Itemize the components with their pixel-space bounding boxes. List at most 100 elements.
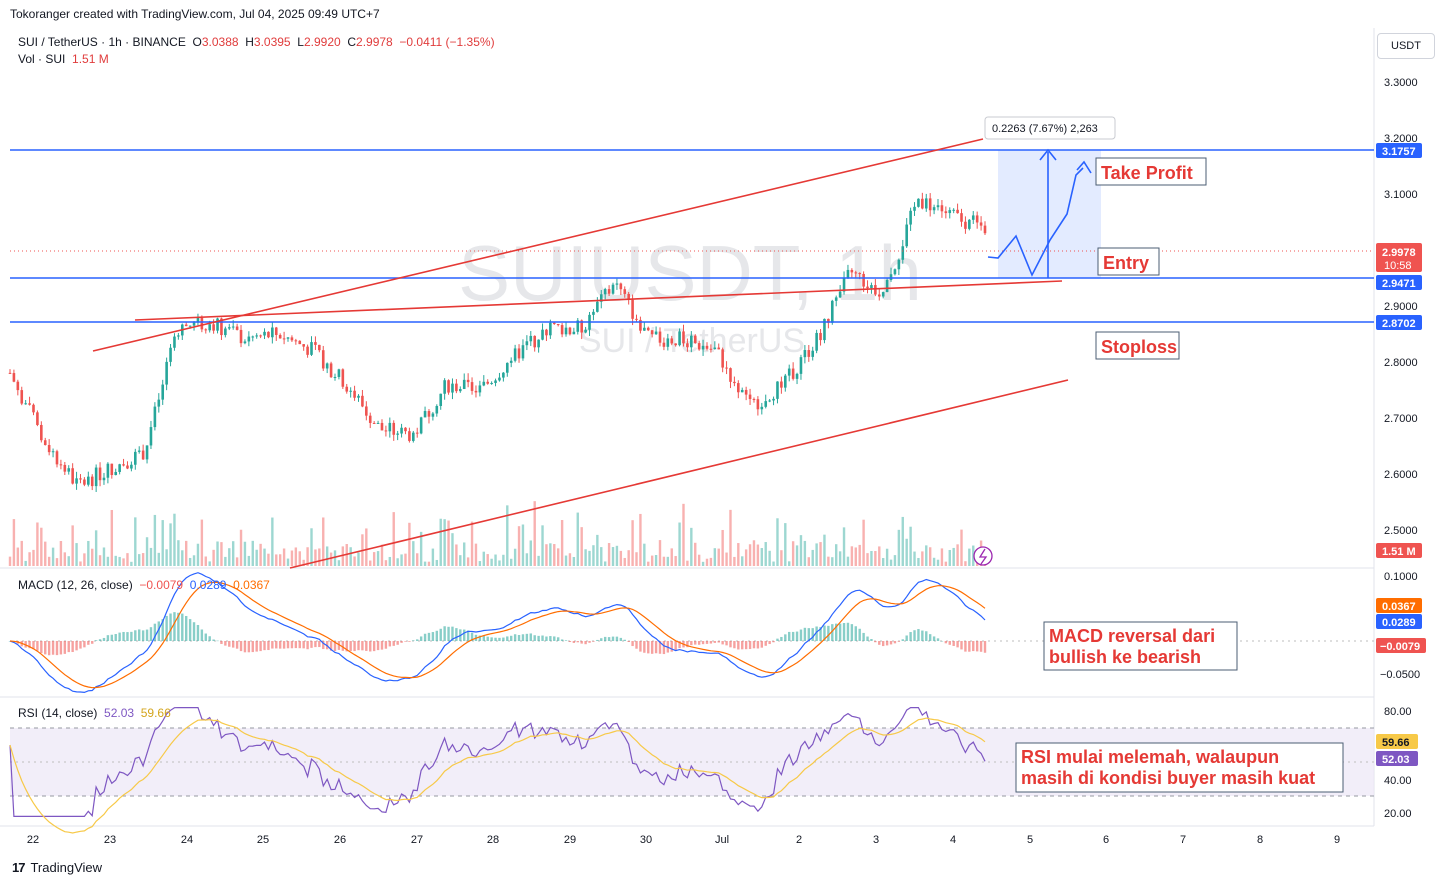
macd-histogram-bar: [940, 640, 944, 642]
volume-bar: [380, 544, 384, 566]
candle: [278, 334, 282, 339]
candle: [572, 331, 576, 335]
macd-histogram-bar: [717, 641, 720, 643]
candle: [952, 209, 955, 211]
volume-bar: [510, 558, 513, 566]
close-label: C: [347, 35, 357, 49]
candle: [631, 299, 634, 319]
candle: [447, 380, 450, 393]
candle: [842, 278, 846, 292]
volume-bar: [697, 554, 701, 566]
volume-bar: [337, 560, 341, 566]
volume-bar: [838, 551, 842, 566]
candle: [909, 210, 912, 225]
current-price-tag: [1376, 243, 1422, 272]
volume-bar: [741, 556, 744, 566]
volume-bar: [940, 548, 944, 566]
volume-bar: [357, 552, 360, 566]
volume-bar: [560, 520, 564, 566]
volume-bar: [294, 547, 298, 566]
symbol-name[interactable]: SUI / TetherUS · 1h · BINANCE: [18, 35, 186, 49]
macd-histogram-bar: [815, 626, 818, 641]
candle: [623, 289, 627, 294]
macd-histogram-bar: [118, 632, 121, 641]
volume-bar: [138, 554, 141, 566]
volume-bar: [498, 560, 501, 566]
macd-histogram-bar: [325, 641, 329, 650]
change-value: −0.0411 (−1.35%): [399, 35, 495, 49]
macd-histogram-bar: [216, 640, 219, 642]
macd-histogram-bar: [63, 641, 67, 654]
candle: [717, 347, 721, 350]
macd-histogram-bar: [431, 632, 435, 641]
currency-button[interactable]: USDT: [1377, 33, 1435, 59]
volume-bar: [568, 553, 572, 566]
volume-label[interactable]: Vol · SUI: [18, 52, 66, 66]
candle: [964, 221, 967, 229]
rsi-tag: [1376, 751, 1418, 766]
macd-histogram-bar: [748, 641, 752, 650]
candle: [639, 319, 642, 331]
measure-label: 0.2263 (7.67%) 2,263: [992, 123, 1098, 135]
volume-bar: [944, 561, 948, 566]
candle: [161, 384, 165, 400]
macd-histogram-bar: [972, 641, 975, 652]
macd-histogram-bar: [650, 641, 654, 654]
volume-bar: [267, 553, 270, 566]
candle: [212, 324, 215, 331]
candle: [928, 198, 932, 211]
candle: [564, 327, 568, 335]
macd-title[interactable]: MACD (12, 26, close): [18, 578, 133, 592]
rsi-title[interactable]: RSI (14, close): [18, 706, 98, 720]
volume-bar: [341, 546, 345, 566]
macd-histogram-bar: [259, 641, 262, 652]
macd-histogram-bar: [670, 641, 673, 652]
candle: [310, 342, 313, 355]
volume-bar: [173, 513, 176, 566]
volume-bar: [490, 558, 493, 566]
volume-bar: [349, 547, 352, 566]
volume-bar: [51, 547, 55, 566]
candle: [768, 400, 771, 402]
volume-bar: [925, 545, 928, 566]
candle: [16, 381, 20, 391]
volume-bar: [20, 540, 23, 566]
candle: [130, 464, 133, 469]
macd-histogram-bar: [341, 641, 345, 651]
macd-histogram-bar: [290, 641, 294, 649]
candle: [588, 314, 591, 330]
candle: [733, 381, 736, 384]
macd-histogram-bar: [588, 641, 591, 643]
volume-bar: [525, 553, 529, 566]
macd-histogram-bar: [827, 625, 830, 641]
volume-bar: [55, 558, 59, 566]
macd-histogram-bar: [850, 624, 854, 641]
candle: [459, 389, 462, 392]
macd-histogram-bar: [165, 615, 168, 641]
macd-histogram-bar: [212, 639, 215, 641]
volume-bar: [928, 547, 932, 566]
macd-histogram-bar: [803, 627, 807, 641]
macd-histogram-bar: [513, 634, 517, 641]
macd-histogram-bar: [639, 641, 642, 652]
volume-bar: [635, 552, 638, 566]
volume-bar: [423, 561, 427, 566]
macd-histogram-bar: [744, 641, 748, 650]
macd-histogram-bar: [51, 641, 55, 655]
macd-histogram-bar: [596, 639, 599, 641]
candle: [756, 399, 760, 410]
candle: [188, 325, 192, 327]
macd-histogram-bar: [713, 641, 717, 643]
macd-histogram-bar: [979, 641, 983, 652]
volume-bar: [846, 556, 850, 566]
candle: [556, 323, 560, 326]
macd-histogram-bar: [44, 641, 47, 655]
candle: [823, 318, 826, 341]
candle: [568, 327, 572, 335]
tradingview-footer[interactable]: 17 TradingView: [12, 860, 102, 875]
volume-bar: [513, 548, 517, 566]
volume-bar: [384, 560, 388, 566]
candle: [654, 331, 658, 335]
macd-histogram-bar: [412, 640, 415, 641]
